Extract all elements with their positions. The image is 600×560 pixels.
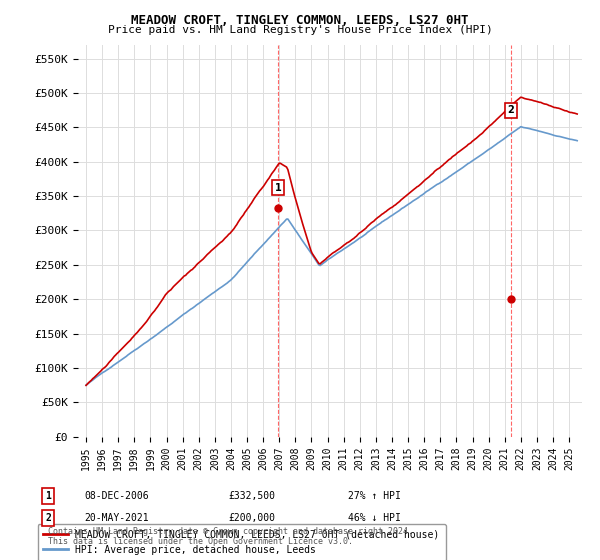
Text: 2: 2: [508, 105, 514, 115]
Text: 2: 2: [45, 513, 51, 523]
Text: £200,000: £200,000: [228, 513, 275, 523]
Text: 27% ↑ HPI: 27% ↑ HPI: [348, 491, 401, 501]
Text: MEADOW CROFT, TINGLEY COMMON, LEEDS, LS27 0HT: MEADOW CROFT, TINGLEY COMMON, LEEDS, LS2…: [131, 14, 469, 27]
Text: Price paid vs. HM Land Registry's House Price Index (HPI): Price paid vs. HM Land Registry's House …: [107, 25, 493, 35]
Text: 08-DEC-2006: 08-DEC-2006: [84, 491, 149, 501]
Text: 1: 1: [45, 491, 51, 501]
Text: 20-MAY-2021: 20-MAY-2021: [84, 513, 149, 523]
Legend: MEADOW CROFT, TINGLEY COMMON, LEEDS, LS27 0HT (detached house), HPI: Average pri: MEADOW CROFT, TINGLEY COMMON, LEEDS, LS2…: [38, 524, 446, 560]
Text: Contains HM Land Registry data © Crown copyright and database right 2024.
This d: Contains HM Land Registry data © Crown c…: [48, 526, 413, 546]
Text: £332,500: £332,500: [228, 491, 275, 501]
Text: 46% ↓ HPI: 46% ↓ HPI: [348, 513, 401, 523]
Text: 1: 1: [275, 183, 281, 193]
